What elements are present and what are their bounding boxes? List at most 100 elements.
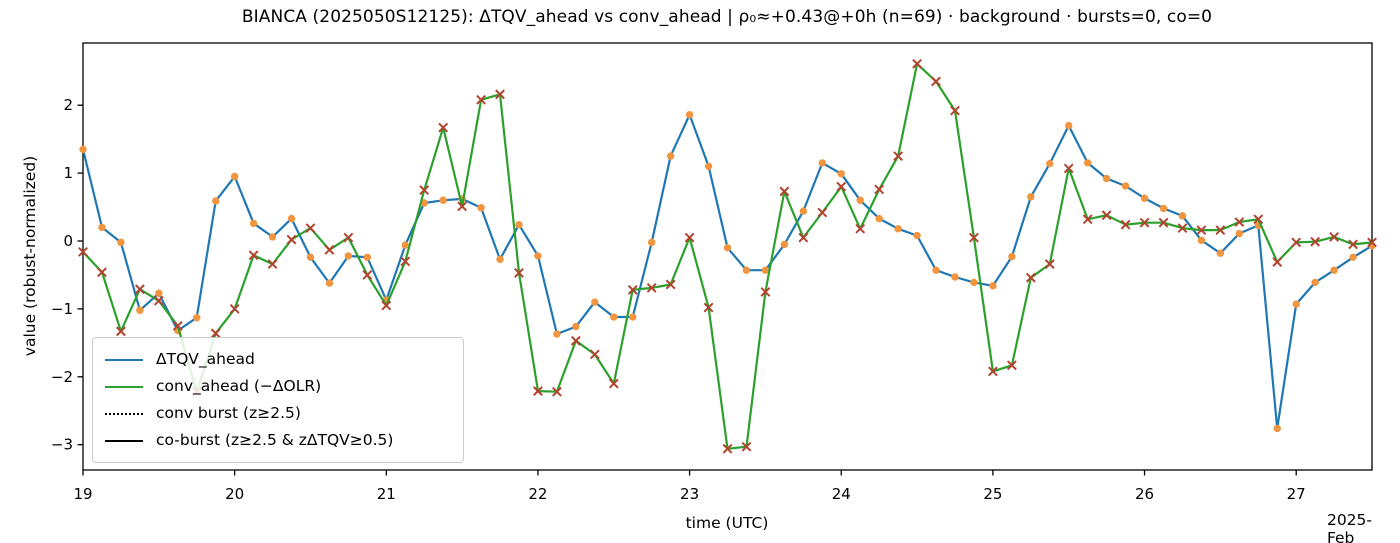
legend-item-1: conv_ahead (−ΔOLR) — [105, 373, 451, 400]
data-point-circle — [629, 313, 637, 321]
y-axis-label: value (robust-normalized) — [21, 155, 39, 357]
chart-title: BIANCA (2025050S12125): ΔTQV_ahead vs co… — [241, 7, 1213, 27]
data-point-circle — [1235, 229, 1244, 238]
legend-item-2: conv burst (z≥2.5) — [105, 400, 451, 427]
data-point-circle — [1027, 193, 1035, 201]
data-point-x — [627, 284, 638, 295]
legend-item-3: co-burst (z≥2.5 & zΔTQV≥0.5) — [105, 427, 451, 454]
data-point-circle — [932, 266, 940, 274]
y-tick-label: −2 — [51, 368, 73, 386]
data-point-circle — [799, 207, 808, 215]
data-point-circle — [211, 197, 220, 205]
y-tick-label: −1 — [51, 300, 73, 318]
data-point-circle — [496, 255, 504, 264]
x-tick-label: 19 — [73, 485, 92, 503]
data-point-circle — [477, 204, 485, 212]
data-point-x — [1253, 214, 1264, 225]
data-point-circle — [780, 240, 789, 249]
y-tick-label: −3 — [51, 436, 73, 454]
data-point-circle — [439, 196, 447, 204]
data-point-x — [987, 366, 998, 377]
legend-label: ΔTQV_ahead — [156, 349, 255, 368]
x-tick-label: 24 — [832, 485, 851, 503]
data-point-x — [741, 441, 752, 452]
data-point-circle — [79, 145, 87, 154]
data-point-x — [495, 89, 505, 100]
data-point-circle — [666, 152, 675, 160]
data-point-x — [210, 328, 221, 339]
x-tick-label: 20 — [225, 485, 244, 503]
data-point-x — [969, 232, 979, 243]
data-point-circle — [761, 266, 770, 274]
data-point-x — [419, 185, 430, 195]
data-point-x — [1063, 163, 1074, 174]
data-point-x — [1177, 223, 1188, 234]
data-point-x — [874, 184, 885, 195]
data-point-circle — [193, 314, 201, 322]
data-point-circle — [1311, 278, 1319, 287]
conv-markers — [78, 58, 1377, 454]
data-point-circle — [723, 244, 732, 252]
data-point-x — [343, 232, 354, 243]
data-point-x — [855, 223, 866, 234]
data-point-circle — [647, 238, 656, 247]
data-point-x — [1367, 237, 1377, 248]
data-point-circle — [572, 322, 580, 331]
data-point-x — [476, 94, 486, 105]
data-point-circle — [1046, 159, 1054, 168]
data-point-circle — [287, 214, 296, 223]
data-point-circle — [894, 225, 902, 233]
data-point-x — [1234, 217, 1245, 227]
x-tick-label: 27 — [1287, 485, 1306, 503]
data-point-circle — [155, 289, 163, 297]
data-point-circle — [1178, 212, 1187, 220]
x-tick-label: 22 — [528, 485, 547, 503]
data-point-x — [248, 250, 259, 261]
data-point-circle — [856, 196, 864, 204]
data-point-circle — [970, 278, 978, 287]
data-point-x — [457, 201, 468, 212]
axes-box — [82, 42, 1373, 471]
data-point-x — [1196, 225, 1207, 236]
data-point-x — [97, 267, 107, 278]
data-point-x — [324, 244, 335, 255]
data-point-x — [1272, 257, 1283, 267]
data-point-x — [514, 268, 524, 278]
data-point-circle — [1159, 204, 1168, 213]
x-tick-label: 26 — [1135, 485, 1154, 503]
data-point-circle — [989, 282, 997, 290]
data-point-x — [1329, 232, 1340, 242]
data-point-x — [229, 303, 240, 314]
data-point-circle — [685, 111, 694, 119]
data-point-x — [172, 320, 183, 331]
data-point-circle — [591, 298, 599, 306]
legend-label: conv_ahead (−ΔOLR) — [156, 376, 322, 395]
data-point-x — [722, 443, 733, 454]
data-point-x — [153, 295, 164, 306]
data-point-x — [1006, 360, 1017, 371]
data-point-x — [646, 282, 657, 293]
data-point-x — [1348, 239, 1358, 250]
data-point-circle — [1121, 182, 1130, 190]
data-point-x — [362, 270, 373, 280]
data-point-x — [400, 256, 411, 267]
data-point-x — [286, 234, 297, 245]
data-point-x — [912, 58, 922, 69]
data-point-x — [116, 326, 126, 337]
x-tick-label: 23 — [680, 485, 699, 503]
data-point-circle — [553, 330, 561, 338]
data-point-x — [551, 386, 562, 397]
data-point-x — [950, 105, 960, 116]
data-point-x — [381, 300, 392, 311]
data-point-x — [703, 302, 714, 313]
legend-sample-line — [105, 385, 143, 388]
data-point-circle — [515, 221, 523, 229]
data-point-x — [1215, 225, 1226, 236]
data-point-x — [798, 232, 809, 243]
data-point-circle — [117, 238, 125, 247]
data-point-circle — [1292, 300, 1300, 308]
data-point-circle — [1273, 424, 1281, 433]
data-point-x — [134, 284, 145, 295]
